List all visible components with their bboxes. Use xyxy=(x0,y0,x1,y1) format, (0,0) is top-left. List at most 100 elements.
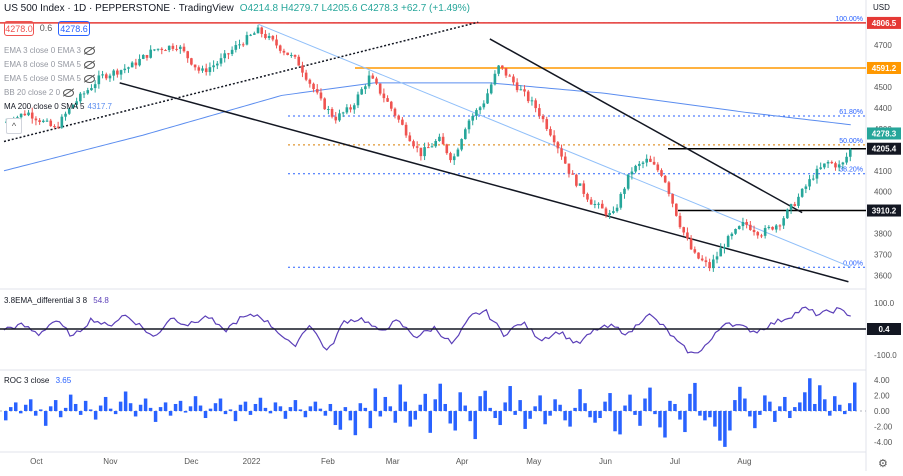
last-price-label: 4278.3 xyxy=(872,129,897,138)
gear-icon[interactable]: ⚙ xyxy=(878,458,888,470)
osc-level-tag xyxy=(867,323,901,335)
roc-bar xyxy=(203,411,208,419)
candle-body xyxy=(526,91,530,102)
roc-bar xyxy=(698,411,702,416)
roc-bar xyxy=(488,407,492,411)
indicator-ma200[interactable]: MA 200 close 0 SMA 5 4317.7 xyxy=(4,102,112,111)
osc-label: 3.8EMA_differential 3 8 xyxy=(4,296,88,305)
roc-bar xyxy=(118,401,123,411)
roc-bar xyxy=(358,403,363,411)
hidden-eye-icon[interactable] xyxy=(83,60,95,69)
candle-body xyxy=(823,163,826,168)
candle-body xyxy=(837,164,841,168)
roc-bar xyxy=(533,406,537,411)
candle-body xyxy=(278,45,282,51)
candle-body xyxy=(623,188,626,194)
candle-body xyxy=(804,186,808,189)
roc-bar xyxy=(8,407,13,411)
roc-bar xyxy=(423,393,428,411)
roc-bar xyxy=(73,403,78,411)
candle-body xyxy=(430,146,434,148)
currency-label[interactable]: USD xyxy=(873,3,890,12)
roc-bar xyxy=(763,395,767,411)
candle-body xyxy=(663,175,667,183)
symbol-title[interactable]: US 500 Index · 1D · PEPPERSTONE · Tradin… xyxy=(4,3,234,14)
roc-bar xyxy=(478,396,482,411)
roc-bar xyxy=(268,411,273,414)
resistance-trendline xyxy=(489,38,803,214)
candle-body xyxy=(693,249,697,253)
roc-bar xyxy=(728,411,732,431)
roc-bar xyxy=(718,411,722,441)
roc-bar xyxy=(143,398,148,411)
roc-bar xyxy=(388,406,393,411)
indicator-bb[interactable]: BB 20 close 2 0 xyxy=(4,88,75,97)
roc-panel-title: ROC 3 close 3.65 xyxy=(4,376,71,385)
collapse-legend-icon[interactable]: ^ xyxy=(6,118,22,134)
price-level-label: 4205.4 xyxy=(872,145,897,154)
candle-body xyxy=(456,149,460,157)
indicator-ema5[interactable]: EMA 5 close 0 SMA 5 xyxy=(4,74,95,83)
hidden-eye-icon[interactable] xyxy=(83,74,95,83)
candle-body xyxy=(19,113,23,118)
y-tick-label: 4500 xyxy=(874,83,892,92)
candle-body xyxy=(423,147,426,157)
candle-body xyxy=(86,90,90,94)
roc-bar xyxy=(523,411,527,429)
candle-body xyxy=(352,105,356,110)
indicator-ema3[interactable]: EMA 3 close 0 EMA 3 xyxy=(4,46,95,55)
roc-bar xyxy=(18,411,23,414)
candle-body xyxy=(90,88,93,91)
candle-body xyxy=(667,182,671,194)
hidden-eye-icon[interactable] xyxy=(83,46,95,55)
candle-body xyxy=(201,68,204,71)
roc-bar xyxy=(333,411,338,426)
candle-body xyxy=(645,158,648,163)
support-trendline xyxy=(3,21,479,143)
candle-body xyxy=(378,83,382,94)
roc-bar xyxy=(318,408,323,411)
candle-body xyxy=(27,112,30,116)
candle-body xyxy=(797,196,800,206)
candle-body xyxy=(656,164,660,171)
candle-body xyxy=(267,35,271,39)
candle-body xyxy=(401,119,404,125)
candle-body xyxy=(726,236,730,248)
roc-bar xyxy=(83,400,88,411)
candle-body xyxy=(160,48,164,51)
candle-body xyxy=(264,33,267,39)
candle-body xyxy=(127,67,130,69)
candle-body xyxy=(789,204,793,210)
sell-price-box[interactable]: 4278.0 xyxy=(4,21,34,36)
candle-body xyxy=(460,139,463,150)
candle-body xyxy=(397,115,400,120)
candle-body xyxy=(79,93,82,102)
roc-bar xyxy=(313,401,318,411)
candle-body xyxy=(501,65,504,68)
candle-body xyxy=(586,193,589,200)
hidden-eye-icon[interactable] xyxy=(63,88,75,97)
indicator-ema8[interactable]: EMA 8 close 0 SMA 5 xyxy=(4,60,95,69)
roc-bar xyxy=(753,411,757,429)
roc-bar xyxy=(818,385,822,411)
roc-bar xyxy=(628,394,632,411)
candle-body xyxy=(438,136,441,142)
candle-body xyxy=(230,49,234,55)
candle-body xyxy=(141,55,145,59)
roc-bar xyxy=(168,411,173,416)
candle-body xyxy=(497,65,500,74)
price-level-label: 4591.2 xyxy=(872,64,897,73)
candle-body xyxy=(204,68,208,73)
roc-bar xyxy=(43,411,48,426)
roc-bar xyxy=(723,411,727,447)
buy-price-box[interactable]: 4278.6 xyxy=(58,21,90,36)
candle-body xyxy=(515,82,519,91)
roc-bar xyxy=(343,407,348,411)
roc-bar xyxy=(78,411,83,415)
x-tick-label: Apr xyxy=(456,457,469,466)
candle-body xyxy=(178,46,182,49)
candle-body xyxy=(512,76,515,83)
candle-body xyxy=(519,89,523,91)
candle-body xyxy=(49,120,53,127)
